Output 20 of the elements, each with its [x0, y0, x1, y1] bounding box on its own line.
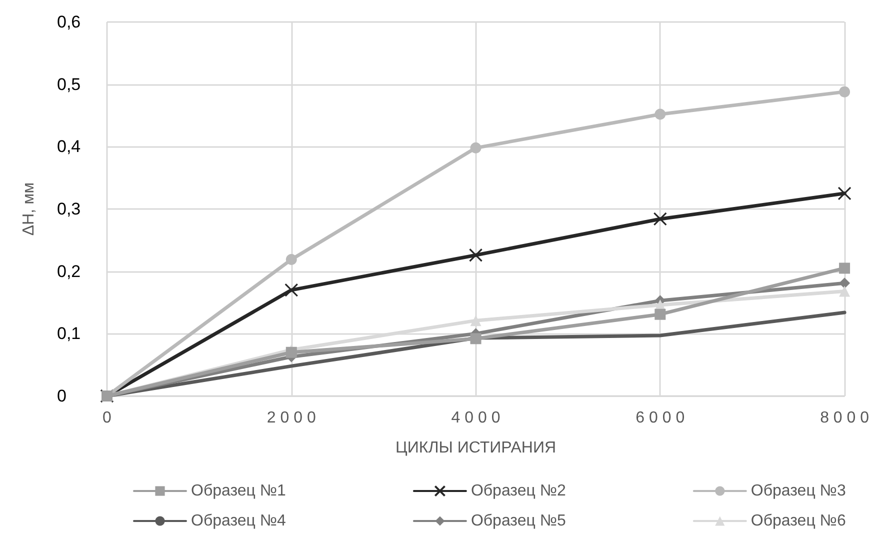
x-tick-label: 4 0 0 0	[451, 410, 500, 426]
x-tick-label: 6 0 0 0	[636, 410, 685, 426]
y-tick-label: 0,4	[57, 137, 81, 156]
x-tick-label: 0	[102, 410, 112, 426]
y-tick-label: 0,1	[57, 324, 81, 344]
legend-label: Образец №4	[191, 512, 286, 530]
y-tick-label: 0,6	[57, 12, 81, 32]
legend-label: Образец №3	[750, 482, 846, 500]
y-tick-label: 0,5	[57, 74, 81, 94]
y-tick-label: 0,3	[57, 200, 81, 218]
legend-label: Образец №1	[191, 482, 286, 500]
y-axis-title: ΔH, мм	[20, 182, 38, 236]
x-tick-label: 2 0 0 0	[266, 410, 316, 426]
x-axis-title: ЦИКЛЫ ИСТИРАНИЯ	[396, 440, 556, 456]
legend-label: Образец №5	[470, 512, 566, 530]
x-tick-label: 8 0 0 0	[820, 410, 870, 426]
legend-label: Образец №6	[750, 512, 846, 530]
y-tick-label: 0,2	[57, 262, 81, 281]
y-tick-label: 0	[57, 386, 66, 406]
legend-label: Образец №2	[470, 482, 566, 500]
